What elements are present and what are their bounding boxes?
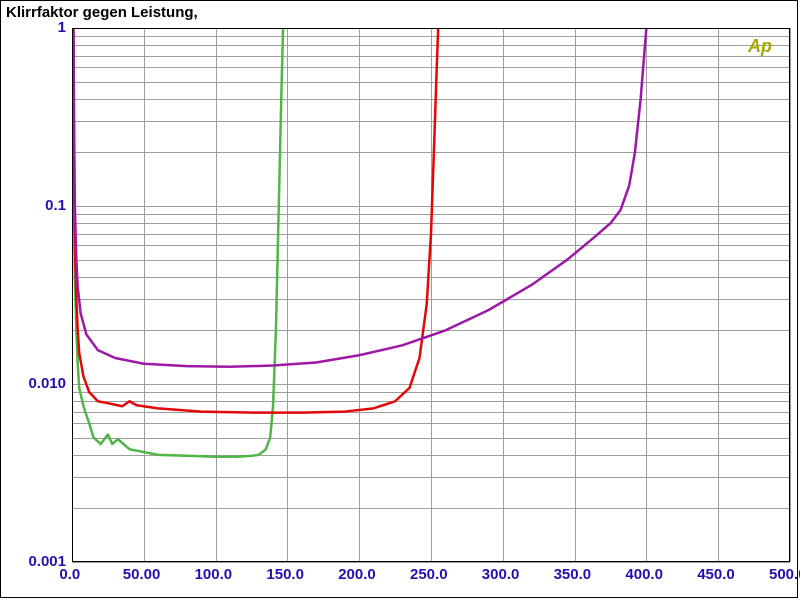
x-tick-label: 350.0 [554,566,592,583]
series-lines [72,28,790,562]
series-green [73,28,283,457]
plot-area [72,28,790,562]
series-purple [73,28,646,367]
chart-title: Klirrfaktor gegen Leistung, [6,4,198,21]
y-tick-label: 0.1 [45,197,66,214]
x-tick-label: 250.0 [410,566,448,583]
x-tick-label: 150.0 [266,566,304,583]
x-tick-label: 500.0 [769,566,800,583]
x-tick-label: 0.0 [59,566,80,583]
watermark-ap: Ap [748,36,772,57]
x-tick-label: 200.0 [338,566,376,583]
x-tick-label: 100.0 [195,566,233,583]
y-tick-label: 1 [58,19,66,36]
x-tick-label: 300.0 [482,566,520,583]
series-red [73,28,438,413]
x-tick-label: 400.0 [625,566,663,583]
x-tick-label: 450.0 [697,566,735,583]
y-tick-label: 0.010 [28,375,66,392]
x-tick-label: 50.00 [123,566,161,583]
